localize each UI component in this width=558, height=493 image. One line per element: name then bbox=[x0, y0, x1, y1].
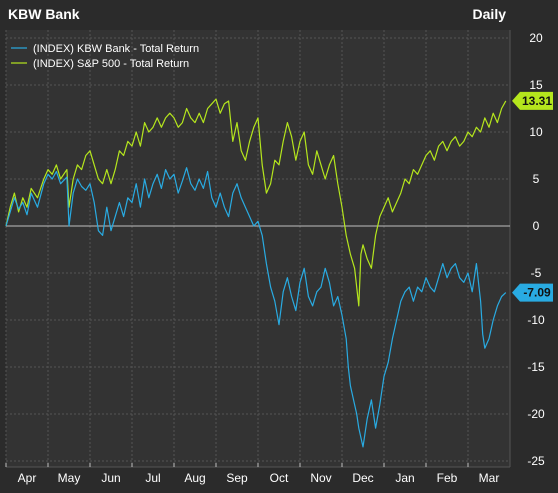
x-tick-label: Oct bbox=[270, 471, 289, 485]
badge-shape bbox=[512, 91, 553, 110]
legend: (INDEX) KBW Bank - Total Return (INDEX) … bbox=[11, 43, 199, 70]
y-tick-label: -20 bbox=[527, 407, 545, 421]
legend-label-kbw: (INDEX) KBW Bank - Total Return bbox=[33, 43, 199, 55]
chart-title: KBW Bank bbox=[8, 6, 80, 22]
badge-value: -7.09 bbox=[523, 286, 551, 300]
x-tick-label: Apr bbox=[18, 471, 37, 485]
x-axis: Apr May Jun Jul Aug Sep Oct Nov Dec Jan Feb Mar bbox=[5, 463, 500, 485]
y-tick-label: -5 bbox=[531, 266, 542, 280]
badge-value: 13.31 bbox=[522, 94, 552, 108]
x-tick-label: May bbox=[58, 471, 81, 485]
y-tick-label: -10 bbox=[527, 313, 545, 327]
y-tick-label: 10 bbox=[529, 125, 543, 139]
legend-label-sp500: (INDEX) S&P 500 - Total Return bbox=[33, 58, 189, 70]
series-line-sp500 bbox=[5, 98, 507, 307]
y-axis: 20 15 10 5 0 -5 -10 -15 -20 -25 bbox=[527, 31, 545, 468]
x-tick-label: Aug bbox=[184, 471, 205, 485]
x-tick-label: Nov bbox=[310, 471, 331, 485]
last-value-badge-sp500: 13.31 bbox=[512, 91, 553, 110]
interval-label: Daily bbox=[473, 6, 507, 22]
last-value-badge-kbw-bank: -7.09 bbox=[512, 283, 553, 302]
y-tick-label: -25 bbox=[527, 454, 545, 468]
x-tick-label: Jan bbox=[395, 471, 414, 485]
x-tick-label: Feb bbox=[437, 471, 458, 485]
y-tick-label: 20 bbox=[529, 31, 543, 45]
y-tick-label: 5 bbox=[533, 172, 540, 186]
x-tick-label: Sep bbox=[226, 471, 248, 485]
badge-shape bbox=[512, 283, 553, 302]
x-tick-label: Dec bbox=[352, 471, 373, 485]
y-tick-label: -15 bbox=[527, 360, 545, 374]
y-tick-label: 0 bbox=[533, 219, 540, 233]
x-tick-label: Jul bbox=[145, 471, 160, 485]
last-value-badges: -7.09 13.31 bbox=[512, 91, 553, 302]
x-tick-label: Jun bbox=[101, 471, 120, 485]
x-tick-label: Mar bbox=[479, 471, 500, 485]
series-line-kbw-bank bbox=[5, 167, 507, 448]
series-layer bbox=[5, 98, 507, 448]
y-tick-label: 15 bbox=[529, 78, 543, 92]
